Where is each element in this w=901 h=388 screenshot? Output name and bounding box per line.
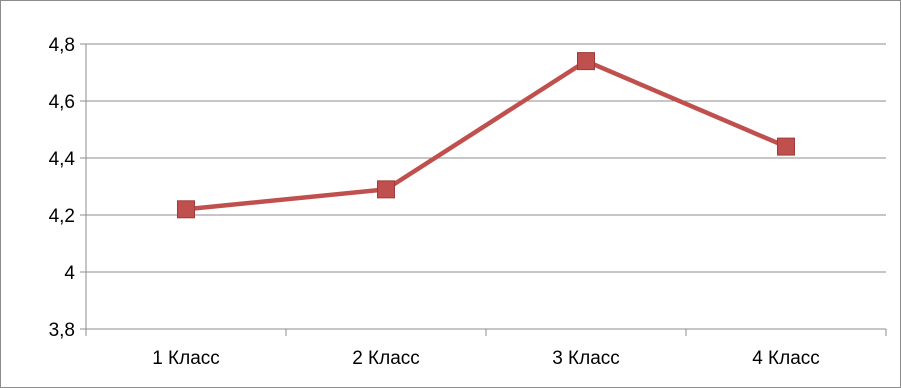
y-tick-label: 4,6 xyxy=(49,92,75,113)
y-tick-label: 4,8 xyxy=(49,35,75,56)
series-line xyxy=(185,58,787,212)
y-tick-label: 4,4 xyxy=(49,149,76,170)
axes xyxy=(80,43,887,336)
x-axis-tick-labels: 1 Класс 2 Класс 3 Класс 4 Класс xyxy=(152,348,820,369)
x-tick-label: 1 Класс xyxy=(152,348,220,369)
x-tick-label: 3 Класс xyxy=(552,348,620,369)
data-point-marker xyxy=(177,200,195,219)
y-tick-label: 3,8 xyxy=(49,320,75,341)
y-axis-tick-labels: 3,8 4 4,2 4,4 4,6 4,8 xyxy=(49,35,76,341)
y-tick-label: 4,2 xyxy=(49,206,75,227)
data-point-marker xyxy=(377,180,395,199)
series-group xyxy=(177,52,795,219)
x-tick-label: 2 Класс xyxy=(352,348,420,369)
gridlines xyxy=(86,43,886,273)
data-point-marker xyxy=(577,52,595,71)
x-tick-label: 4 Класс xyxy=(752,348,820,369)
y-tick-label: 4 xyxy=(64,263,75,284)
data-point-marker xyxy=(777,137,795,156)
